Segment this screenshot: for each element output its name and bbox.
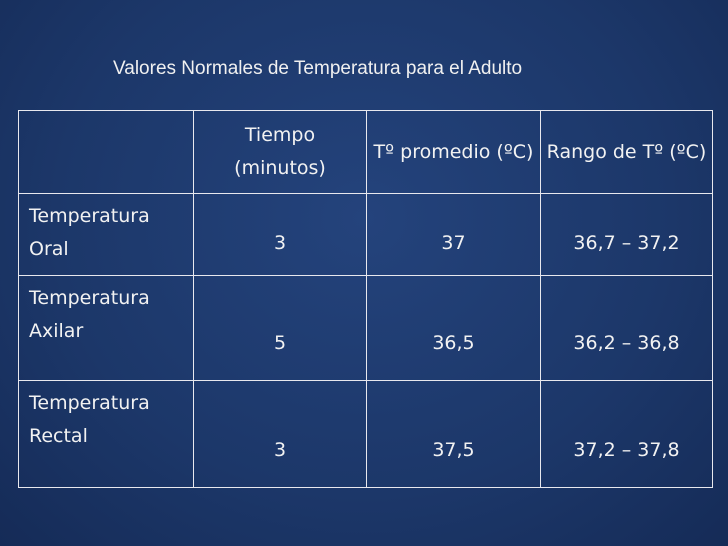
cell-text: 37,5 [432,439,475,461]
header-cell: Tiempo (minutos) [193,110,367,194]
value-cell: 36,7 – 37,2 [540,193,713,276]
value-cell: 3 [193,193,367,276]
row-label: Temperatura Rectal [29,392,150,447]
header-cell: Rango de Tº (ºC) [540,110,713,194]
cell-text: 3 [273,439,287,461]
cell-text: 37,2 – 37,8 [573,439,680,461]
row-label-cell: Temperatura Axilar [18,275,194,381]
value-cell: 36,5 [366,275,541,381]
cell-text: 37 [441,232,466,254]
row-label-cell: Temperatura Oral [18,193,194,276]
value-cell: 36,2 – 36,8 [540,275,713,381]
value-cell: 37 [366,193,541,276]
header-text: Tiempo (minutos) [234,124,326,179]
value-cell: 3 [193,380,367,488]
cell-text: 36,7 – 37,2 [573,232,680,254]
cell-text: 3 [273,232,287,254]
row-label: Temperatura Oral [29,205,150,260]
header-text: Tº promedio (ºC) [373,140,534,163]
cell-text: 36,2 – 36,8 [573,332,680,354]
header-empty-cell [18,110,194,194]
header-text: Rango de Tº (ºC) [546,140,707,163]
cell-text: 5 [273,332,287,354]
value-cell: 5 [193,275,367,381]
value-cell: 37,2 – 37,8 [540,380,713,488]
row-label-cell: Temperatura Rectal [18,380,194,488]
header-cell: Tº promedio (ºC) [366,110,541,194]
cell-text: 36,5 [432,332,475,354]
row-label: Temperatura Axilar [29,287,150,342]
slide-title: Valores Normales de Temperatura para el … [113,58,523,79]
value-cell: 37,5 [366,380,541,488]
table: Tiempo (minutos) Tº promedio (ºC) Rango … [18,110,713,488]
